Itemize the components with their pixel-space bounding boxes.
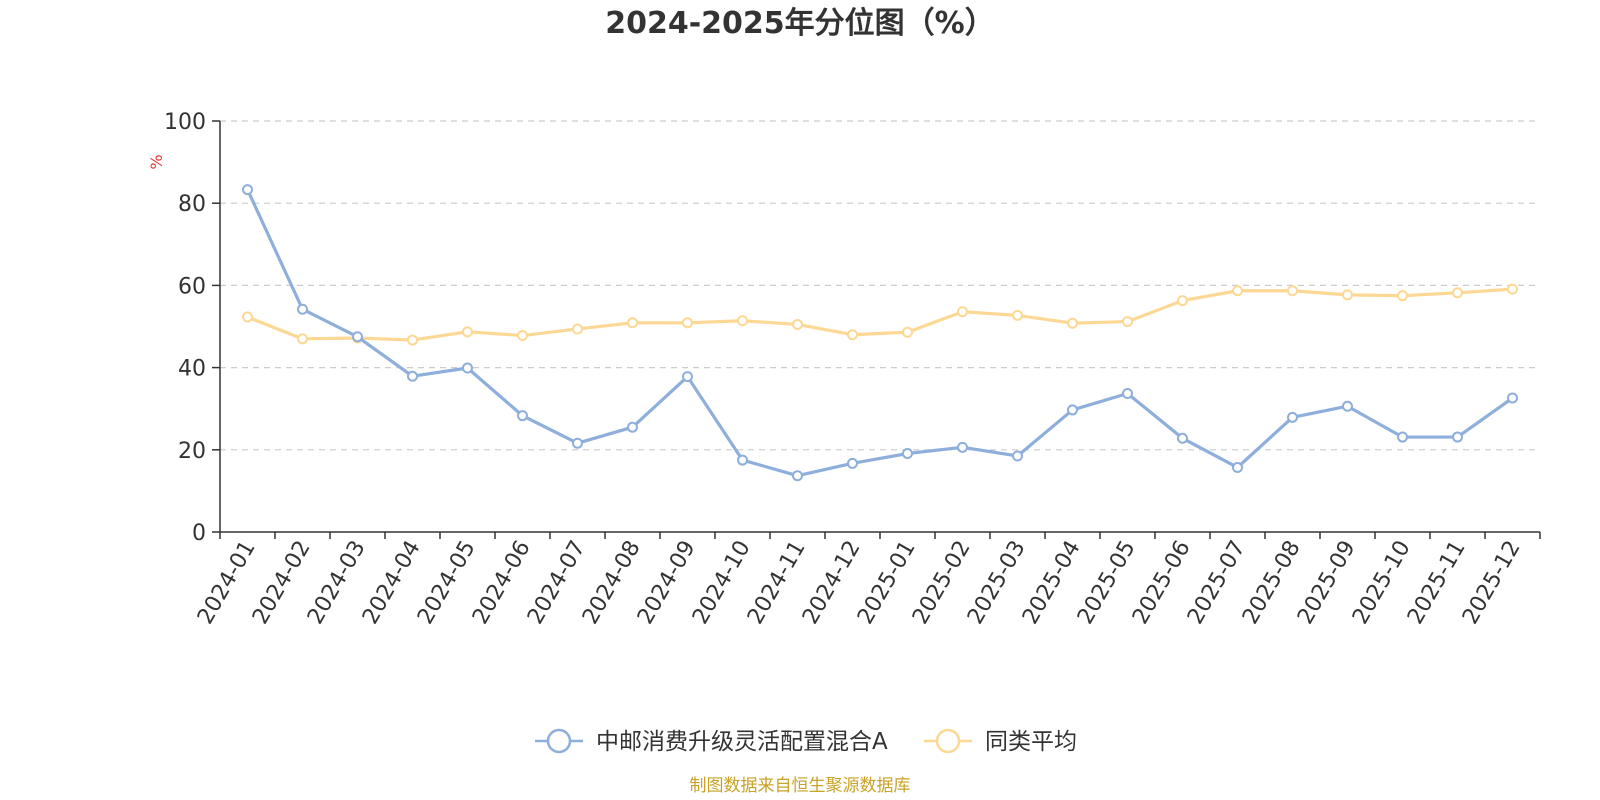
data-point[interactable] bbox=[297, 333, 308, 345]
data-point[interactable] bbox=[297, 303, 308, 315]
legend-label: 同类平均 bbox=[985, 729, 1077, 755]
series-line bbox=[245, 188, 1515, 478]
data-point[interactable] bbox=[847, 457, 858, 469]
data-point[interactable] bbox=[1287, 285, 1298, 297]
y-tick-label: 20 bbox=[178, 439, 206, 464]
data-point[interactable] bbox=[517, 330, 528, 342]
data-point[interactable] bbox=[407, 334, 418, 346]
data-point[interactable] bbox=[1507, 283, 1518, 295]
data-point[interactable] bbox=[847, 329, 858, 341]
data-point[interactable] bbox=[1397, 431, 1408, 443]
data-point[interactable] bbox=[957, 441, 968, 453]
data-point[interactable] bbox=[1177, 432, 1188, 444]
axes bbox=[219, 121, 1540, 533]
data-point[interactable] bbox=[352, 331, 363, 343]
legend[interactable]: 中邮消费升级灵活配置混合A 同类平均 bbox=[535, 728, 1077, 755]
data-point[interactable] bbox=[1507, 392, 1518, 404]
data-point[interactable] bbox=[1012, 309, 1023, 321]
series-line bbox=[245, 287, 1515, 342]
chart-title: 2024-2025年分位图（%） bbox=[605, 6, 995, 41]
data-point[interactable] bbox=[1067, 404, 1078, 416]
data-point[interactable] bbox=[1452, 287, 1463, 299]
data-point[interactable] bbox=[627, 421, 638, 433]
data-point[interactable] bbox=[957, 306, 968, 318]
data-point[interactable] bbox=[737, 454, 748, 466]
legend-circle-icon bbox=[935, 728, 961, 754]
y-axis-ticks: 0 20 40 60 80 100 bbox=[164, 110, 220, 546]
source-note: 制图数据来自恒生聚源数据库 bbox=[690, 776, 911, 796]
data-point[interactable] bbox=[1012, 450, 1023, 462]
y-tick-label: 40 bbox=[178, 357, 206, 382]
data-point[interactable] bbox=[1287, 411, 1298, 423]
data-point[interactable] bbox=[1452, 431, 1463, 443]
data-point[interactable] bbox=[737, 315, 748, 327]
y-tick-label: 60 bbox=[178, 274, 206, 299]
data-point[interactable] bbox=[572, 323, 583, 335]
data-point[interactable] bbox=[1232, 461, 1243, 473]
data-point[interactable] bbox=[462, 362, 473, 374]
data-point[interactable] bbox=[572, 437, 583, 449]
data-point[interactable] bbox=[627, 317, 638, 329]
data-point[interactable] bbox=[1232, 285, 1243, 297]
series-1 bbox=[242, 283, 1518, 346]
data-point[interactable] bbox=[242, 184, 253, 196]
data-point[interactable] bbox=[407, 370, 418, 382]
legend-item-0[interactable]: 中邮消费升级灵活配置混合A bbox=[535, 728, 888, 755]
legend-item-1[interactable]: 同类平均 bbox=[924, 728, 1077, 755]
data-point[interactable] bbox=[1122, 387, 1133, 399]
y-tick-label: 80 bbox=[178, 192, 206, 217]
data-point[interactable] bbox=[682, 317, 693, 329]
data-point[interactable] bbox=[242, 311, 253, 323]
data-point[interactable] bbox=[1177, 295, 1188, 307]
data-point[interactable] bbox=[1122, 316, 1133, 328]
y-tick-label: 0 bbox=[192, 521, 206, 546]
data-point[interactable] bbox=[462, 326, 473, 338]
series-0 bbox=[242, 184, 1518, 482]
legend-circle-icon bbox=[546, 728, 572, 754]
data-point[interactable] bbox=[517, 410, 528, 422]
data-point[interactable] bbox=[792, 470, 803, 482]
x-axis-ticks: 2024-012024-022024-032024-042024-052024-… bbox=[193, 532, 1541, 629]
data-point[interactable] bbox=[792, 318, 803, 330]
y-tick-label: 100 bbox=[164, 110, 206, 135]
data-point[interactable] bbox=[1342, 400, 1353, 412]
data-point[interactable] bbox=[1342, 289, 1353, 301]
grid-lines bbox=[220, 120, 1540, 451]
data-point[interactable] bbox=[902, 447, 913, 459]
y-axis-unit-label: % bbox=[147, 154, 166, 169]
data-point[interactable] bbox=[682, 371, 693, 383]
data-point[interactable] bbox=[1397, 290, 1408, 302]
legend-label: 中邮消费升级灵活配置混合A bbox=[596, 729, 888, 755]
data-point[interactable] bbox=[902, 326, 913, 338]
series bbox=[242, 184, 1518, 482]
data-point[interactable] bbox=[1067, 317, 1078, 329]
